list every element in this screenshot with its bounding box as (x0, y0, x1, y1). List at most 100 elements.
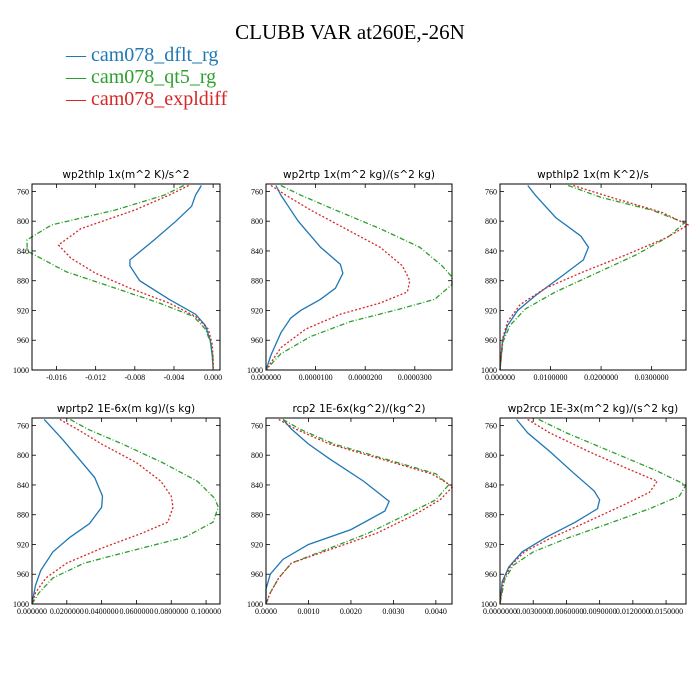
series-line-cam078_qt5_rg (499, 418, 687, 605)
plot-frame (31, 183, 221, 371)
plot-frame (499, 417, 687, 605)
chart-panel-2: wp2rtp 1x(m^2 kg)/(s^2 kg) 760 800 840 880 92… (247, 169, 453, 382)
y-tick-label: 920 (485, 306, 497, 315)
y-tick-label: 800 (17, 217, 29, 226)
y-tick-label: 1000 (13, 600, 29, 609)
x-tick-label: 0.0200000 (50, 607, 84, 616)
legend-line-marker: — (66, 88, 91, 110)
series-line-cam078_dflt_rg (31, 419, 104, 605)
x-tick-label: 0.0400000 (85, 607, 119, 616)
x-tick-label: 0.0000100 (299, 373, 333, 382)
y-tick-label: 840 (485, 481, 497, 490)
x-tick-label: -0.004 (164, 373, 185, 382)
y-tick-label: 880 (17, 511, 29, 520)
series-line-cam078_qt5_rg (499, 184, 686, 371)
x-tick-label: 0.000000 (485, 373, 515, 382)
x-tick-label: 0.0040 (425, 607, 447, 616)
x-tick-label: 0.0000000 (483, 607, 517, 616)
y-tick-label: 840 (17, 247, 29, 256)
y-tick-label: 920 (251, 306, 263, 315)
series-line-cam078_qt5_rg (265, 184, 453, 371)
panel-title: rcp2 1E-6x(kg^2)/(kg^2) (293, 403, 426, 415)
y-tick-label: 880 (485, 277, 497, 286)
y-tick-label: 920 (251, 540, 263, 549)
series-line-cam078_expldiff (499, 418, 659, 605)
x-tick-label: 0.0020 (340, 607, 362, 616)
x-tick-label: 0.000000 (251, 373, 281, 382)
x-tick-label: 0.0800000 (154, 607, 188, 616)
y-tick-label: 960 (485, 570, 497, 579)
y-tick-label: 760 (485, 187, 497, 196)
x-tick-label: -0.016 (46, 373, 67, 382)
x-tick-label: 0.000 (204, 373, 222, 382)
series-line-cam078_expldiff (499, 184, 690, 371)
series-line-cam078_qt5_rg (26, 184, 214, 370)
series-line-cam078_qt5_rg (265, 418, 450, 605)
legend-item-dflt: — cam078_dflt_rg (66, 44, 227, 66)
chart-panel-1: wp2thlp 1x(m^2 K)/s^2 760 800 840 880 920 960 1… (13, 169, 222, 382)
legend-label: cam078_qt5_rg (91, 66, 217, 88)
series-line-cam078_qt5_rg (31, 418, 219, 605)
y-tick-label: 960 (17, 336, 29, 345)
chart-panel-5: rcp2 1E-6x(kg^2)/(kg^2) 760 800 840 880 920 96… (247, 403, 454, 616)
y-tick-label: 760 (251, 187, 263, 196)
chart-panel-4: wprtp2 1E-6x(m kg)/(s kg) 760 800 840 880 920… (13, 403, 221, 616)
x-tick-label: 0.0090000 (583, 607, 617, 616)
x-tick-label: 0.0000300 (398, 373, 432, 382)
y-tick-label: 1000 (481, 600, 497, 609)
plot-frame (499, 183, 687, 371)
plot-frame (265, 183, 453, 371)
x-tick-label: 0.0030 (382, 607, 404, 616)
chart-panel-6: wp2rcp 1E-3x(m^2 kg)/(s^2 kg) 760 800 840 88… (481, 403, 687, 616)
y-tick-label: 960 (251, 570, 263, 579)
y-tick-label: 1000 (13, 366, 29, 375)
x-tick-label: 0.0150000 (649, 607, 683, 616)
x-tick-label: 0.0010 (297, 607, 319, 616)
series-line-cam078_expldiff (31, 418, 174, 605)
y-tick-label: 760 (17, 421, 29, 430)
legend-label: cam078_expldiff (91, 88, 228, 110)
y-tick-label: 760 (17, 187, 29, 196)
y-tick-label: 880 (485, 511, 497, 520)
series-line-cam078_dflt_rg (499, 419, 601, 605)
y-tick-label: 880 (251, 511, 263, 520)
y-tick-label: 800 (251, 217, 263, 226)
y-tick-label: 960 (17, 570, 29, 579)
y-tick-label: 760 (251, 421, 263, 430)
legend: — cam078_dflt_rg — cam078_qt5_rg — cam07… (66, 44, 227, 110)
legend-label: cam078_dflt_rg (91, 44, 219, 66)
y-tick-label: 800 (17, 451, 29, 460)
plot-frame (31, 417, 221, 605)
series-line-cam078_dflt_rg (265, 419, 390, 604)
y-tick-label: 920 (17, 540, 29, 549)
plot-frame (265, 417, 453, 605)
y-tick-label: 960 (485, 336, 497, 345)
y-tick-label: 920 (17, 306, 29, 315)
y-tick-label: 760 (485, 421, 497, 430)
legend-line-marker: — (66, 66, 91, 88)
x-tick-label: 0.0000 (255, 607, 277, 616)
legend-line-marker: — (66, 44, 91, 66)
y-tick-label: 880 (251, 277, 263, 286)
series-line-cam078_dflt_rg (499, 185, 590, 371)
y-tick-label: 960 (251, 336, 263, 345)
panel-title: wp2rcp 1E-3x(m^2 kg)/(s^2 kg) (508, 403, 679, 415)
y-tick-label: 800 (485, 451, 497, 460)
series-line-cam078_dflt_rg (129, 185, 214, 371)
figure-title: CLUBB VAR at260E,-26N (235, 20, 465, 44)
x-tick-label: 0.100000 (191, 607, 221, 616)
series-line-cam078_expldiff (265, 184, 411, 371)
y-tick-label: 1000 (247, 366, 263, 375)
y-tick-label: 1000 (481, 366, 497, 375)
x-tick-label: 0.0300000 (635, 373, 669, 382)
y-tick-label: 880 (17, 277, 29, 286)
y-tick-label: 840 (251, 481, 263, 490)
x-tick-label: 0.0200000 (584, 373, 618, 382)
x-tick-label: 0.0100000 (534, 373, 568, 382)
x-tick-label: 0.0120000 (616, 607, 650, 616)
y-tick-label: 840 (17, 481, 29, 490)
series-line-cam078_dflt_rg (265, 185, 344, 371)
y-tick-label: 1000 (247, 600, 263, 609)
x-tick-label: 0.0600000 (119, 607, 153, 616)
